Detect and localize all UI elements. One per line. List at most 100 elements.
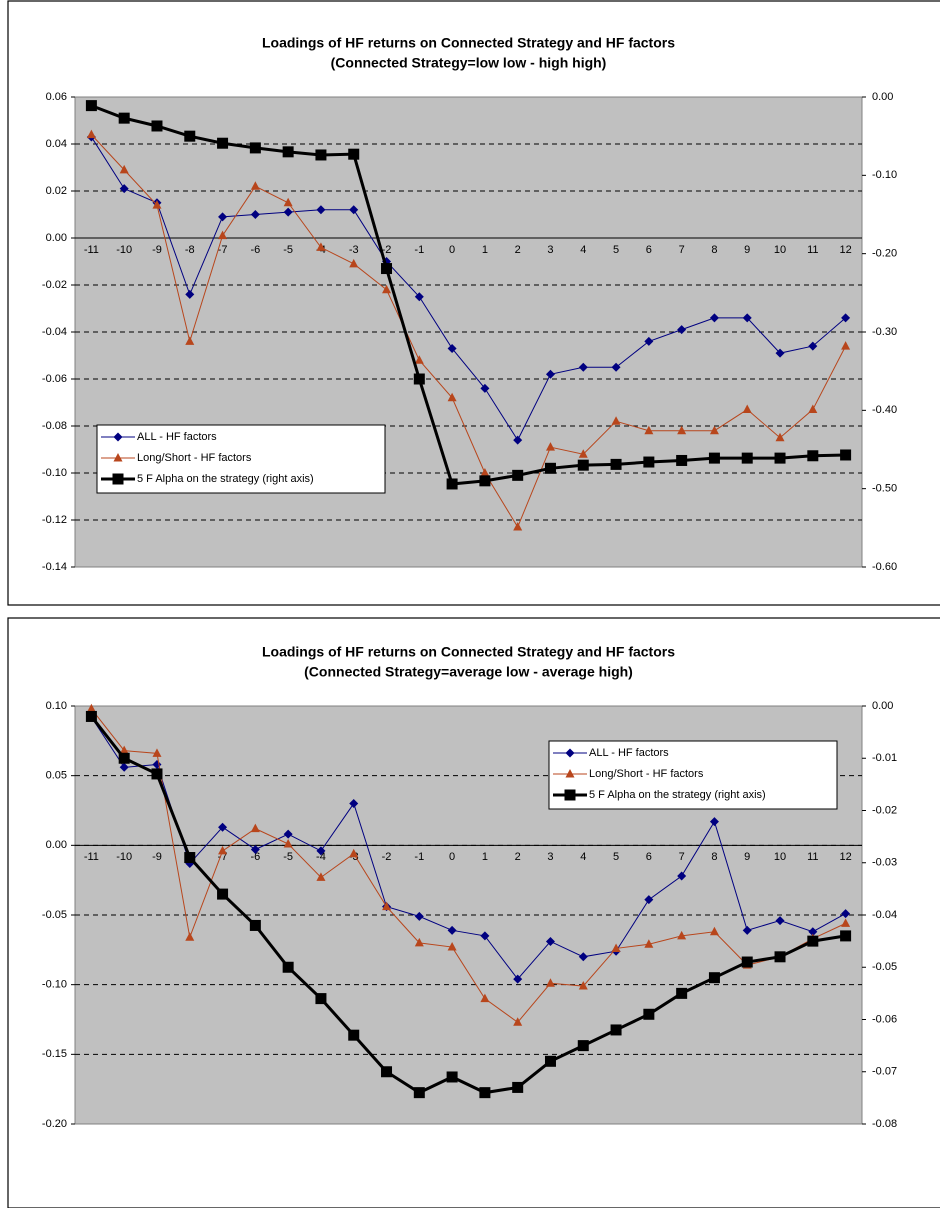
x-tick-label: 4 bbox=[580, 851, 586, 863]
point-marker bbox=[348, 1029, 360, 1041]
x-tick-label: -5 bbox=[283, 244, 293, 256]
series bbox=[86, 129, 851, 531]
point-marker bbox=[249, 919, 261, 931]
point-marker bbox=[446, 478, 458, 490]
point-marker bbox=[119, 184, 129, 194]
y2-tick-label: 0.00 bbox=[872, 91, 893, 103]
point-marker bbox=[447, 925, 457, 935]
point-marker bbox=[644, 939, 654, 948]
x-tick-label: 9 bbox=[744, 851, 750, 863]
point-marker bbox=[611, 943, 621, 952]
x-tick-label: -2 bbox=[382, 851, 392, 863]
point-marker bbox=[217, 137, 229, 149]
y2-tick-label: -0.40 bbox=[872, 404, 897, 416]
legend-label: ALL - HF factors bbox=[137, 431, 217, 443]
point-marker bbox=[480, 468, 490, 477]
point-marker bbox=[414, 292, 424, 302]
x-tick-label: 12 bbox=[839, 244, 851, 256]
point-marker bbox=[677, 871, 687, 881]
x-tick-label: 12 bbox=[839, 851, 851, 863]
point-marker bbox=[250, 181, 260, 190]
chart-title: Loadings of HF returns on Connected Stra… bbox=[262, 644, 675, 660]
point-marker bbox=[513, 522, 523, 531]
y2-tick-label: -0.30 bbox=[872, 326, 897, 338]
y2-tick-label: -0.60 bbox=[872, 561, 897, 573]
point-marker bbox=[774, 452, 786, 464]
x-tick-label: 8 bbox=[711, 244, 717, 256]
point-marker bbox=[841, 909, 851, 919]
point-marker bbox=[185, 289, 195, 299]
point-marker bbox=[349, 799, 359, 809]
point-marker bbox=[480, 383, 490, 393]
y2-tick-label: -0.08 bbox=[872, 1118, 897, 1130]
point-marker bbox=[479, 1087, 491, 1099]
point-marker bbox=[676, 987, 688, 999]
point-marker bbox=[840, 930, 852, 942]
point-marker bbox=[316, 205, 326, 215]
point-marker bbox=[185, 336, 195, 345]
x-tick-label: 7 bbox=[679, 851, 685, 863]
point-marker bbox=[218, 230, 228, 240]
y2-tick-label: -0.50 bbox=[872, 483, 897, 495]
y-tick-label: 0.00 bbox=[46, 839, 67, 851]
point-marker bbox=[840, 449, 852, 461]
point-marker bbox=[382, 901, 392, 911]
y2-tick-label: -0.03 bbox=[872, 857, 897, 869]
point-marker bbox=[807, 450, 819, 462]
x-tick-label: -11 bbox=[84, 244, 99, 256]
point-marker bbox=[446, 1071, 458, 1083]
x-tick-label: 6 bbox=[646, 851, 652, 863]
point-marker bbox=[742, 404, 752, 414]
x-tick-label: -8 bbox=[185, 244, 195, 256]
point-marker bbox=[283, 829, 293, 839]
legend-label: 5 F Alpha on the strategy (right axis) bbox=[589, 789, 766, 801]
point-marker bbox=[119, 762, 129, 772]
x-tick-label: -3 bbox=[349, 851, 359, 863]
point-marker bbox=[250, 210, 260, 219]
x-tick-label: 0 bbox=[449, 244, 455, 256]
point-marker bbox=[577, 1040, 589, 1052]
x-tick-label: 11 bbox=[807, 244, 818, 256]
point-marker bbox=[218, 212, 228, 222]
point-marker bbox=[775, 348, 785, 358]
point-marker bbox=[610, 458, 622, 470]
point-marker bbox=[644, 895, 654, 905]
point-marker bbox=[709, 313, 719, 323]
point-marker bbox=[316, 242, 326, 251]
point-marker bbox=[708, 452, 720, 464]
y-tick-label: 0.00 bbox=[46, 232, 67, 244]
point-marker bbox=[610, 1024, 622, 1036]
x-tick-label: -5 bbox=[283, 851, 293, 863]
x-tick-label: -1 bbox=[414, 851, 424, 863]
point-marker bbox=[545, 369, 555, 379]
point-marker bbox=[709, 425, 719, 435]
y2-tick-label: -0.07 bbox=[872, 1066, 897, 1078]
y2-tick-label: -0.05 bbox=[872, 961, 897, 973]
x-tick-label: -6 bbox=[250, 244, 260, 256]
point-marker bbox=[119, 745, 129, 755]
point-marker bbox=[283, 838, 293, 848]
point-marker bbox=[118, 752, 130, 764]
y2-tick-label: 0.00 bbox=[872, 700, 893, 712]
point-marker bbox=[742, 925, 752, 935]
y2-tick-label: -0.02 bbox=[872, 804, 897, 816]
point-marker bbox=[85, 710, 97, 722]
point-marker bbox=[447, 942, 457, 951]
x-tick-label: 2 bbox=[515, 244, 521, 256]
point-marker bbox=[774, 951, 786, 963]
y2-tick-label: -0.20 bbox=[872, 248, 897, 260]
point-marker bbox=[119, 164, 129, 174]
legend-marker bbox=[564, 789, 576, 801]
x-tick-label: 4 bbox=[580, 244, 586, 256]
point-marker bbox=[413, 373, 425, 385]
point-marker bbox=[512, 1081, 524, 1093]
point-marker bbox=[152, 748, 162, 757]
point-marker bbox=[382, 284, 392, 294]
point-marker bbox=[807, 935, 819, 947]
point-marker bbox=[315, 149, 327, 161]
point-marker bbox=[512, 469, 524, 481]
legend-marker bbox=[565, 748, 575, 758]
point-marker bbox=[348, 148, 360, 160]
x-tick-label: 6 bbox=[646, 244, 652, 256]
